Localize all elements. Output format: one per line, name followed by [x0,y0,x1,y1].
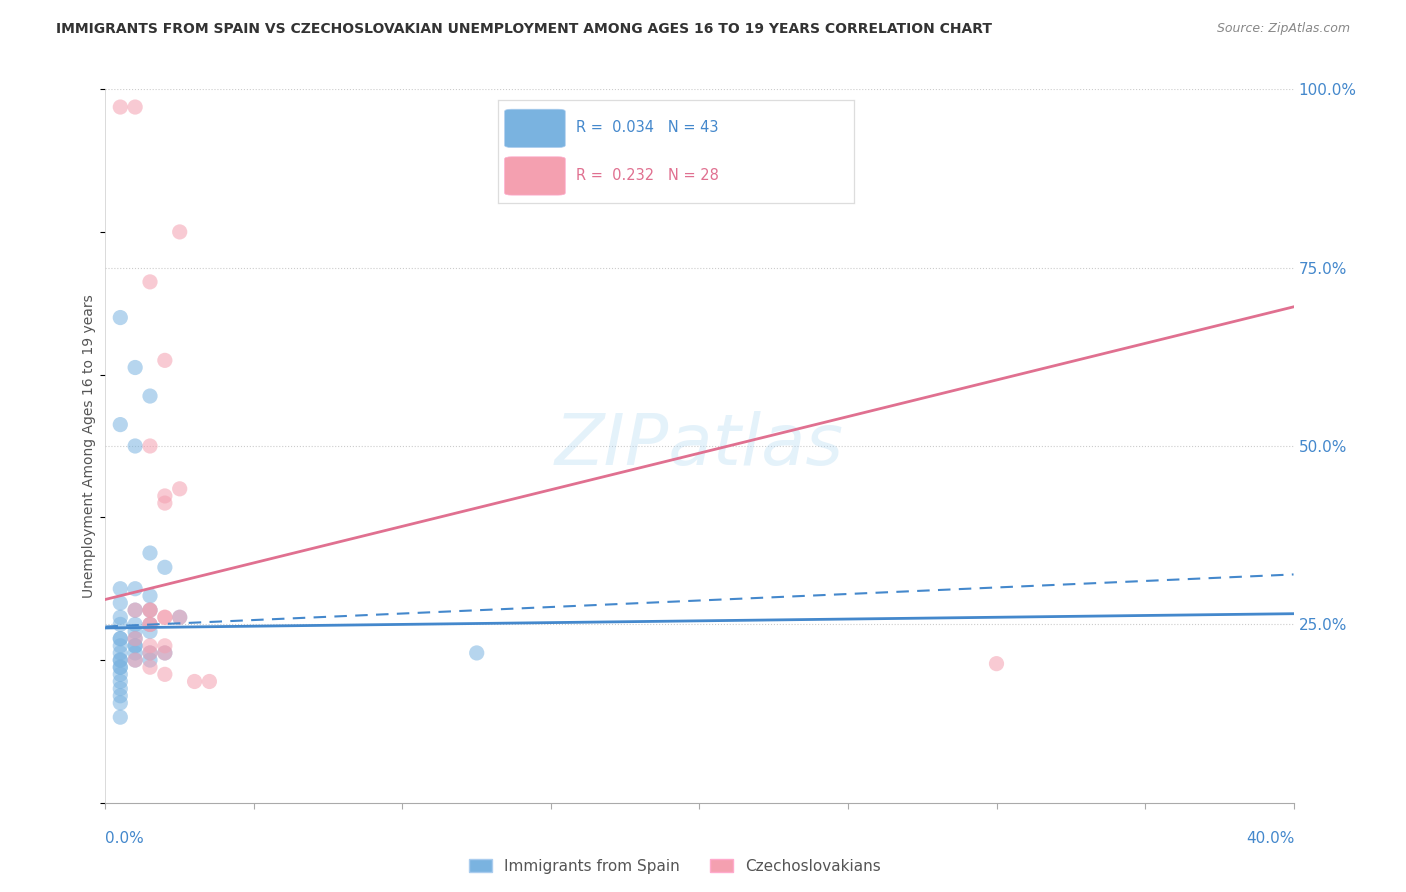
Point [153,646,176,660]
Point [124,617,146,632]
Point [110,632,132,646]
Point [169,610,191,624]
Point [986,657,1008,671]
Point [124,603,146,617]
Text: ZIPatlas: ZIPatlas [555,411,844,481]
Point [124,632,146,646]
Point [124,646,146,660]
Point [110,646,132,660]
Point [124,603,146,617]
Point [110,653,132,667]
Point [124,439,146,453]
Point [153,610,176,624]
Point [110,653,132,667]
Point [110,674,132,689]
Point [124,100,146,114]
Point [198,674,221,689]
Point [139,603,162,617]
Point [139,546,162,560]
Text: Source: ZipAtlas.com: Source: ZipAtlas.com [1216,22,1350,36]
Text: 0.0%: 0.0% [105,831,145,847]
Point [139,646,162,660]
Point [153,667,176,681]
Point [124,639,146,653]
Point [153,560,176,574]
Point [169,482,191,496]
Point [110,417,132,432]
Y-axis label: Unemployment Among Ages 16 to 19 years: Unemployment Among Ages 16 to 19 years [83,294,97,598]
Point [139,617,162,632]
Point [153,610,176,624]
Point [153,639,176,653]
Point [153,353,176,368]
Point [124,653,146,667]
Point [139,660,162,674]
Legend: Immigrants from Spain, Czechoslovakians: Immigrants from Spain, Czechoslovakians [463,853,887,880]
Point [139,389,162,403]
Point [124,653,146,667]
Point [110,667,132,681]
Point [110,689,132,703]
Point [110,100,132,114]
Text: IMMIGRANTS FROM SPAIN VS CZECHOSLOVAKIAN UNEMPLOYMENT AMONG AGES 16 TO 19 YEARS : IMMIGRANTS FROM SPAIN VS CZECHOSLOVAKIAN… [56,22,993,37]
Point [124,624,146,639]
Point [139,275,162,289]
Point [124,582,146,596]
Point [110,632,132,646]
Point [110,596,132,610]
Point [153,489,176,503]
Point [139,639,162,653]
Point [110,660,132,674]
Point [110,660,132,674]
Point [139,653,162,667]
Text: 40.0%: 40.0% [1247,831,1295,847]
Point [139,624,162,639]
Point [169,225,191,239]
Point [139,646,162,660]
Point [139,617,162,632]
Point [110,710,132,724]
Point [110,310,132,325]
Point [139,589,162,603]
Point [465,646,488,660]
Point [139,603,162,617]
Point [153,646,176,660]
Point [110,681,132,696]
Point [124,632,146,646]
Point [139,603,162,617]
Point [110,617,132,632]
Point [124,360,146,375]
Point [169,610,191,624]
Point [110,696,132,710]
Point [110,610,132,624]
Point [183,674,205,689]
Point [110,639,132,653]
Point [124,639,146,653]
Point [153,496,176,510]
Point [139,439,162,453]
Point [110,582,132,596]
Point [139,617,162,632]
